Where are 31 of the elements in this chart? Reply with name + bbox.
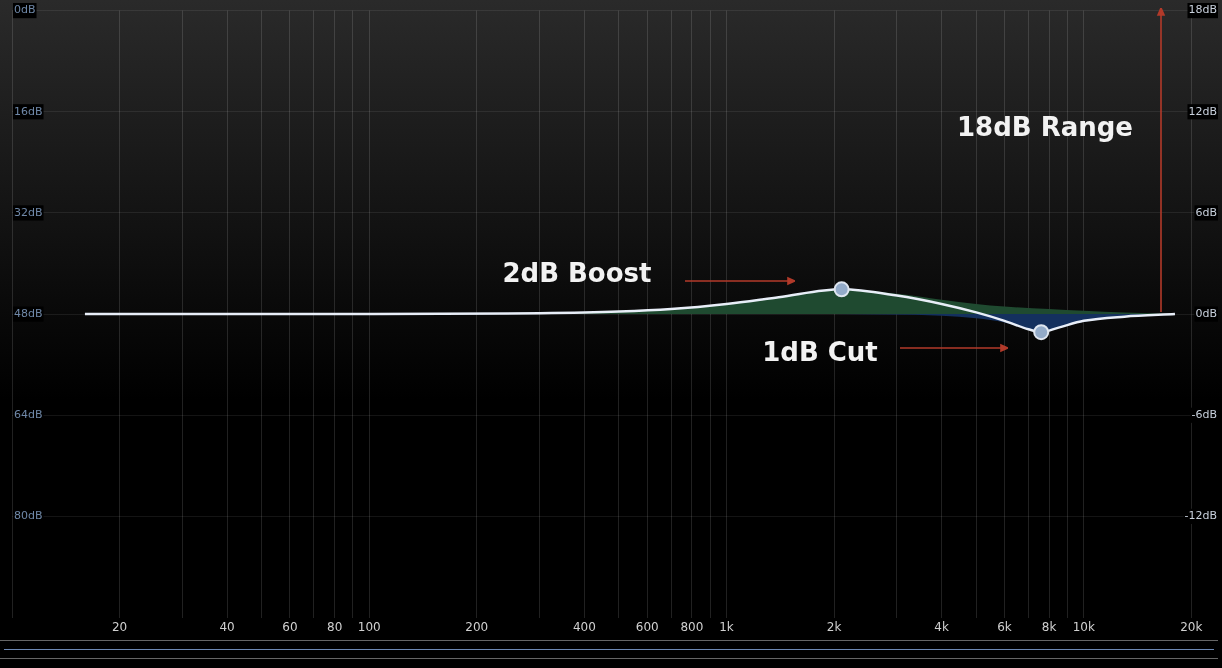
x-tick-label: 60 <box>282 619 298 634</box>
annotation: 1dB Cut <box>762 337 878 367</box>
x-tick-label: 20 <box>111 619 128 634</box>
x-tick-label: 80 <box>326 619 343 634</box>
annotation: 18dB Range <box>957 112 1133 142</box>
y-tick-label: 18dB <box>1188 3 1217 17</box>
x-tick-label: 400 <box>572 619 596 634</box>
y2-tick-label: 32dB <box>14 205 43 219</box>
x-tick-label: 20k <box>1180 619 1203 634</box>
annotation: 2dB Boost <box>502 258 652 288</box>
y2-tick-label: 48dB <box>14 306 43 320</box>
y-tick-label: 12dB <box>1188 104 1217 118</box>
y-tick-label: -6dB <box>1191 408 1217 422</box>
x-tick-label: 8k <box>1041 619 1057 634</box>
x-tick-label: 10k <box>1072 619 1095 634</box>
y-tick-label: 6dB <box>1195 205 1217 219</box>
x-tick-label: 40 <box>219 619 235 634</box>
x-tick-label: 1k <box>719 619 734 634</box>
x-tick-label: 4k <box>934 619 949 634</box>
x-tick-label: 2k <box>826 619 842 634</box>
x-tick-label: 600 <box>635 619 659 634</box>
x-tick-label: 6k <box>997 619 1012 634</box>
y-tick-label: -12dB <box>1184 509 1217 523</box>
x-tick-label: 200 <box>465 619 489 634</box>
y2-tick-label: 80dB <box>14 509 43 523</box>
y-tick-label: 0dB <box>1195 306 1217 320</box>
y2-tick-label: 64dB <box>14 408 43 422</box>
x-tick-label: 800 <box>680 619 704 634</box>
x-tick-label: 100 <box>357 619 381 634</box>
y2-tick-label: 0dB <box>14 3 36 17</box>
y2-tick-label: 16dB <box>14 104 43 118</box>
